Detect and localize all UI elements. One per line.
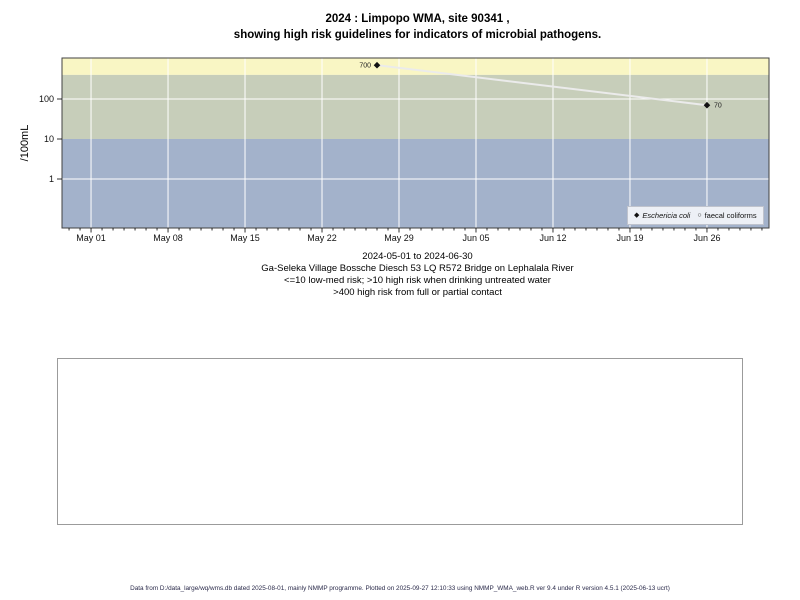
subtitle-risk-guideline-2: >400 high risk from full or partial cont…	[333, 287, 502, 298]
x-tick-label: Jun 12	[539, 233, 566, 243]
subtitle-risk-guideline-1: <=10 low-med risk; >10 high risk when dr…	[284, 275, 551, 286]
notes-panel	[57, 358, 743, 525]
x-tick-label: Jun 19	[616, 233, 643, 243]
chart-title-line-1: 2024 : Limpopo WMA, site 90341 ,	[325, 13, 510, 25]
legend-box: ◆ Eschericia coli ○ faecal coliforms	[627, 206, 764, 225]
subtitle-date-range: 2024-05-01 to 2024-06-30	[362, 251, 473, 262]
risk-band-high-risk-drinking-untreated	[62, 74, 769, 140]
x-tick-label: Jun 05	[462, 233, 489, 243]
data-point-label: 70	[714, 103, 722, 110]
filled-diamond-icon: ◆	[634, 212, 640, 219]
subtitle-site-description: Ga-Seleka Village Bossche Diesch 53 LQ R…	[261, 263, 574, 274]
x-tick-label: May 08	[153, 233, 183, 243]
x-tick-label: May 22	[307, 233, 337, 243]
y-tick-label: 10	[44, 134, 54, 144]
x-tick-label: May 15	[230, 233, 260, 243]
chart-subtitle: 2024-05-01 to 2024-06-30 Ga-Seleka Villa…	[35, 251, 800, 299]
legend-label-faecal-coliforms: faecal coliforms	[704, 211, 757, 220]
legend-label-ecoli: Eschericia coli	[642, 211, 691, 220]
y-tick-label: 1	[49, 174, 54, 184]
panel-border	[61, 57, 770, 229]
y-tick-label: 100	[39, 94, 54, 104]
legend-item-ecoli: ◆ Eschericia coli	[634, 211, 690, 220]
chart-canvas: 700 70 May 01 May 08 May 15 May 22 May 29 Jun 0…	[39, 57, 770, 243]
data-point-marker	[373, 61, 381, 69]
legend-item-faecal-coliforms: ○ faecal coliforms	[697, 211, 756, 220]
chart-title-line-2: showing high risk guidelines for indicat…	[233, 28, 602, 41]
footer-caption: Data from D:/data_large/wq/wms.db dated …	[130, 585, 670, 592]
open-circle-icon: ○	[697, 212, 702, 219]
risk-band-high-risk-full-partial-contact	[62, 58, 769, 75]
data-point-marker	[703, 101, 711, 109]
x-tick-label: May 01	[76, 233, 106, 243]
x-tick-label: May 29	[384, 233, 414, 243]
data-point-label: 700	[359, 63, 371, 70]
series-line	[376, 64, 708, 107]
x-tick-label: Jun 26	[693, 233, 720, 243]
chart-title: 2024 : Limpopo WMA, site 90341 , showing…	[35, 12, 800, 43]
